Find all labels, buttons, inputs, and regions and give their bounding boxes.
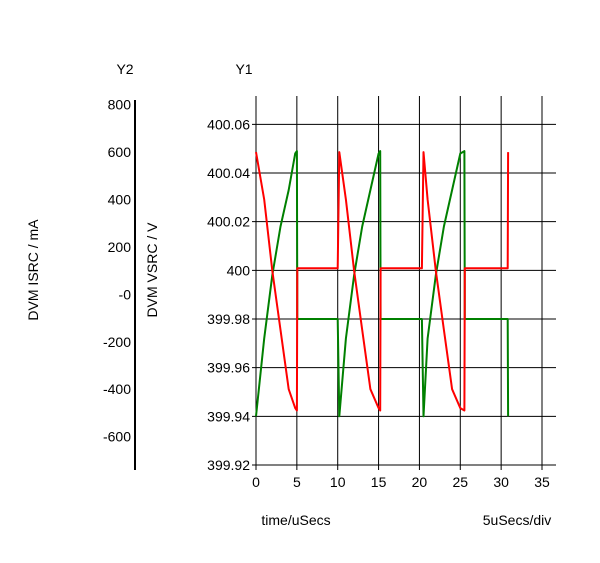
y2-axis-header: Y2 — [116, 61, 133, 77]
x-tick-label: 5 — [293, 474, 301, 490]
y2-axis-label: DVM ISRC / mA — [25, 219, 41, 321]
y2-tick-label: 600 — [108, 144, 132, 160]
x-scale-note: 5uSecs/div — [483, 512, 551, 528]
y2-tick-label: 200 — [108, 239, 132, 255]
x-tick-label: 30 — [493, 474, 509, 490]
y1-tick-label: 399.94 — [207, 408, 250, 424]
plot-series — [255, 150, 510, 418]
x-tick-label: 20 — [412, 474, 428, 490]
y2-tick-label: -600 — [103, 429, 131, 445]
y1-tick-label: 399.92 — [207, 457, 250, 473]
y2-tick-label: -200 — [103, 334, 131, 350]
y1-axis-header: Y1 — [235, 61, 252, 77]
x-tick-label: 15 — [371, 474, 387, 490]
x-tick-label: 25 — [452, 474, 468, 490]
y1-tick-label: 399.98 — [207, 311, 250, 327]
x-tick-label: 0 — [252, 474, 260, 490]
x-tick-label: 35 — [534, 474, 550, 490]
vsrc-series-line — [255, 150, 510, 418]
isrc-series-line — [255, 151, 510, 412]
y1-axis-label: DVM VSRC / V — [144, 222, 160, 318]
y2-tick-label: 400 — [108, 192, 132, 208]
chart-labels: Y2 Y1 DVM ISRC / mA DVM VSRC / V time/uS… — [25, 61, 551, 528]
y1-tick-label: 400 — [227, 262, 251, 278]
y1-tick-label: 400.06 — [207, 116, 250, 132]
y2-tick-label: 800 — [108, 97, 132, 113]
y1-tick-label: 400.02 — [207, 214, 250, 230]
y1-tick-label: 399.96 — [207, 360, 250, 376]
x-tick-label: 10 — [330, 474, 346, 490]
y1-tick-label: 400.04 — [207, 165, 250, 181]
y2-axis: -600 -400 -200 -0 200 400 600 800 — [103, 97, 136, 470]
y2-tick-label: -0 — [119, 286, 132, 302]
y2-tick-label: -400 — [103, 381, 131, 397]
plot-grid: 0 5 10 15 20 25 30 35 399.92 399.94 399.96 399.98 40… — [207, 96, 556, 490]
x-axis-label: time/uSecs — [261, 512, 330, 528]
